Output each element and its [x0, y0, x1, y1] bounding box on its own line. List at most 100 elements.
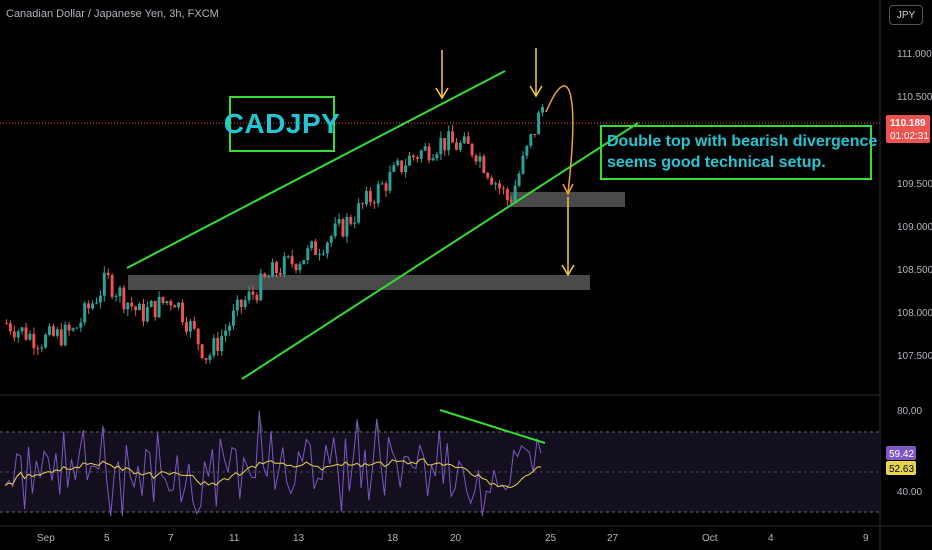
candle-body — [141, 303, 145, 322]
time-tick: 9 — [863, 533, 869, 544]
candle-body — [447, 131, 451, 151]
candle-body — [415, 157, 419, 159]
candle-body — [185, 322, 188, 332]
candle-body — [275, 262, 278, 273]
time-tick: 7 — [168, 533, 174, 544]
candle-body — [75, 327, 79, 329]
candle-body — [204, 358, 208, 360]
candle-body — [200, 344, 204, 359]
price-tick: 107.500 — [897, 351, 932, 362]
candle-body — [529, 134, 533, 146]
candle-body — [400, 160, 404, 173]
last-price-label — [886, 115, 930, 143]
time-tick: 25 — [545, 533, 557, 544]
time-tick: 4 — [768, 533, 774, 544]
candle-body — [349, 217, 353, 224]
candle-body — [67, 324, 71, 331]
channel-lower-line — [241, 122, 639, 380]
candle-body — [365, 191, 368, 205]
candle-body — [455, 142, 458, 150]
price-tick: 110.500 — [897, 92, 932, 103]
candle-body — [376, 184, 380, 204]
candle-body — [314, 241, 318, 255]
candle-body — [498, 183, 501, 189]
candle-body — [451, 131, 454, 143]
candle-body — [325, 242, 329, 254]
candle-body — [228, 325, 231, 331]
time-tick: 27 — [607, 533, 619, 544]
rsi-tick: 40.00 — [897, 487, 922, 498]
candle-body — [192, 321, 196, 329]
candle-body — [537, 112, 541, 135]
top-arrow-1 — [435, 50, 449, 100]
countdown-text: 01:02:31 — [890, 131, 929, 142]
candle-body — [12, 331, 16, 338]
candle-body — [501, 188, 505, 190]
rsi-ma-line — [4, 458, 542, 489]
candle-body — [478, 156, 482, 162]
time-tick: Sep — [37, 533, 55, 544]
price-tick: 108.000 — [897, 308, 932, 319]
price-tick: 108.500 — [897, 265, 932, 276]
candle-body — [267, 276, 271, 278]
candle-body — [161, 296, 165, 304]
candle-body — [149, 300, 153, 308]
candle-body — [169, 301, 173, 306]
candle-body — [87, 303, 91, 309]
candle-body — [235, 299, 239, 311]
candle-body — [59, 329, 63, 346]
time-tick: 5 — [104, 533, 110, 544]
candle-body — [525, 145, 529, 156]
candle-body — [486, 172, 490, 178]
price-tick: 109.500 — [897, 179, 932, 190]
candle-body — [302, 260, 306, 265]
candle-body — [20, 327, 24, 332]
candle-body — [55, 329, 59, 336]
candle-body — [533, 134, 537, 136]
candle-body — [490, 177, 494, 185]
candle-body — [310, 241, 314, 249]
candle-body — [290, 256, 294, 265]
candle-body — [24, 327, 28, 340]
candle-body — [91, 303, 94, 309]
currency-button[interactable]: JPY — [889, 5, 923, 25]
candle-body — [145, 307, 149, 322]
candle-body — [28, 333, 32, 340]
candle-body — [411, 155, 415, 158]
candle-body — [337, 219, 341, 224]
candle-body — [474, 155, 478, 162]
ticker-annotation: CADJPY — [224, 96, 340, 152]
candle-body — [259, 273, 263, 301]
candlestick-series — [5, 103, 544, 364]
candle-body — [353, 222, 357, 224]
candle-body — [271, 262, 274, 277]
rsi-tick: 80.00 — [897, 406, 922, 417]
candle-body — [333, 223, 337, 237]
candle-body — [98, 295, 102, 303]
candle-body — [505, 189, 509, 201]
candle-body — [247, 291, 251, 301]
candle-body — [212, 338, 216, 356]
candle-body — [63, 324, 67, 346]
candle-body — [110, 275, 114, 297]
candle-body — [118, 287, 122, 297]
candle-body — [482, 156, 486, 173]
support-zone-lower — [128, 275, 590, 290]
candle-body — [134, 306, 138, 311]
candle-body — [368, 191, 372, 203]
symbol-title[interactable]: Canadian Dollar / Japanese Yen, 3h, FXCM — [6, 8, 219, 20]
candle-body — [239, 299, 243, 308]
candle-body — [384, 183, 388, 191]
time-tick: 20 — [450, 533, 462, 544]
top-arrow-2 — [529, 48, 543, 98]
candle-body — [431, 158, 435, 161]
candle-body — [306, 248, 310, 261]
candle-body — [345, 217, 349, 237]
candle-body — [216, 338, 220, 352]
candle-body — [220, 335, 224, 352]
target-arrow — [561, 197, 575, 277]
candle-body — [388, 171, 392, 191]
time-tick: Oct — [702, 533, 718, 544]
candle-body — [278, 272, 282, 275]
